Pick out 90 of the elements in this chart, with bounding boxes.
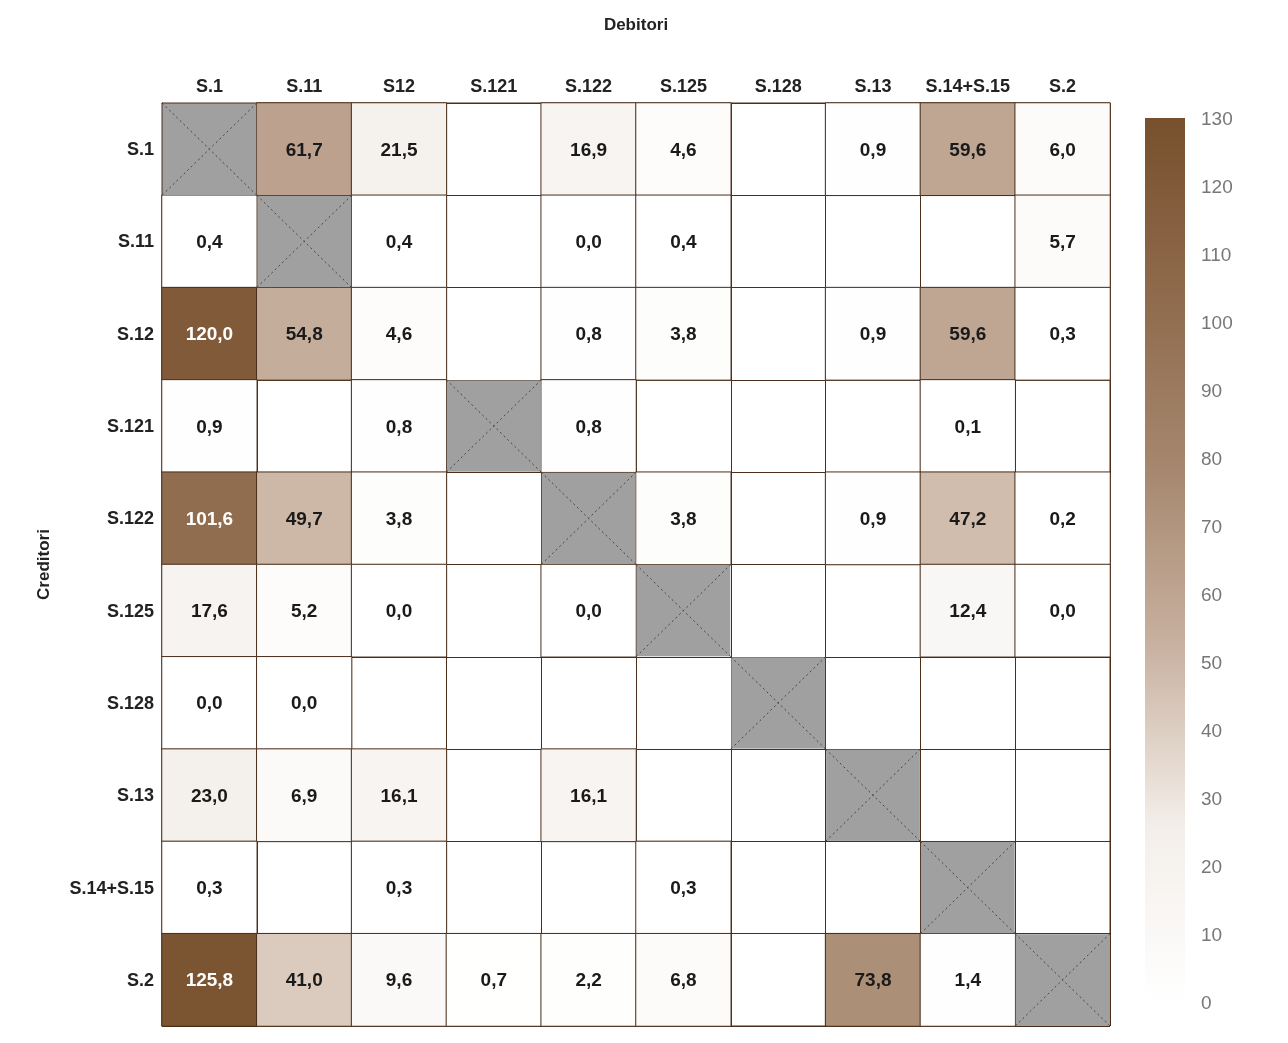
data-label: 41,0 [285, 969, 323, 991]
data-label: 0,0 [196, 692, 223, 714]
color-bar-label: 20 [1201, 855, 1223, 877]
x-tick-label: S12 [382, 76, 416, 96]
color-bar-label: 110 [1201, 243, 1232, 265]
y-tick-label: S.13 [116, 785, 154, 806]
data-label: 0,8 [385, 415, 413, 437]
data-label: 59,6 [949, 323, 987, 345]
color-bar-label: 70 [1201, 515, 1223, 537]
data-label: 59,6 [949, 138, 987, 160]
data-label: 5,2 [290, 600, 318, 622]
data-label: 17,6 [190, 600, 228, 622]
data-label: 21,5 [380, 138, 418, 160]
y-tick-label: S.11 [117, 231, 154, 252]
data-label: 16,9 [570, 138, 608, 160]
data-label: 6,0 [1049, 138, 1076, 160]
color-bar-label: 80 [1201, 447, 1223, 469]
color-bar-label: 90 [1201, 379, 1223, 401]
data-label: 47,2 [949, 507, 987, 529]
color-bar-label: 100 [1201, 311, 1233, 333]
data-label: 120,0 [185, 323, 234, 345]
x-tick-label: S.125 [659, 76, 707, 96]
data-label: 0,0 [290, 692, 318, 714]
y-tick-label: S.125 [106, 600, 154, 621]
color-bar-label: 50 [1201, 651, 1223, 673]
data-label: 0,0 [575, 600, 602, 622]
data-label: 0,4 [670, 230, 698, 252]
y-tick-label: S.121 [106, 416, 154, 437]
data-label: 0,9 [859, 138, 887, 160]
data-label: 0,4 [196, 230, 224, 252]
x-tick-label: S.122 [565, 76, 613, 96]
data-label: 61,7 [285, 138, 323, 160]
x-tick-label: S.13 [854, 76, 892, 96]
data-label: 2,2 [575, 969, 602, 991]
data-label: 0,1 [954, 415, 982, 437]
data-label: 0,4 [385, 230, 413, 252]
color-bar-label: 0 [1201, 991, 1212, 1013]
data-label: 0,9 [196, 415, 223, 437]
data-label: 5,7 [1049, 230, 1076, 252]
data-label: 0,9 [859, 323, 887, 345]
data-label: 0,8 [575, 415, 602, 437]
x-tick-label: S.2 [1049, 76, 1077, 96]
data-label: 23,0 [190, 784, 228, 806]
color-bar-label: 30 [1201, 787, 1223, 809]
y-tick-label: S.2 [126, 969, 154, 990]
color-bar-label: 60 [1201, 583, 1223, 605]
data-label: 9,6 [385, 969, 413, 991]
y-axis-title: Creditori [34, 529, 53, 600]
x-tick-label: S.14+S.15 [925, 76, 1011, 96]
data-label: 12,4 [949, 600, 987, 622]
y-tick-label: S.1 [126, 139, 154, 160]
y-tick-label: S.128 [106, 692, 154, 713]
data-label: 6,8 [670, 969, 697, 991]
data-label: 0,0 [385, 600, 413, 622]
data-label: 0,0 [575, 230, 602, 252]
color-bar-label: 40 [1201, 719, 1223, 741]
data-label: 16,1 [570, 784, 608, 806]
data-label: 0,3 [1049, 323, 1076, 345]
color-bar-label: 10 [1201, 923, 1223, 945]
data-label: 0,2 [1049, 507, 1076, 529]
y-tick-label: S.12 [116, 323, 154, 344]
color-bar-label: 130 [1201, 107, 1233, 129]
x-tick-label: S.121 [470, 76, 518, 96]
data-label: 54,8 [285, 323, 323, 345]
data-label: 0,8 [575, 323, 602, 345]
x-axis-title: Debitori [603, 15, 669, 34]
data-label: 4,6 [670, 138, 697, 160]
data-label: 16,1 [380, 784, 418, 806]
data-label: 4,6 [385, 323, 413, 345]
data-label: 101,6 [185, 507, 234, 529]
x-tick-label: S.128 [754, 76, 802, 96]
data-label: 0,7 [480, 969, 508, 991]
data-label: 1,4 [954, 969, 982, 991]
data-label: 73,8 [854, 969, 892, 991]
data-label: 3,8 [670, 507, 697, 529]
data-label: 125,8 [185, 969, 234, 991]
data-label: 3,8 [670, 323, 697, 345]
data-label: 0,3 [670, 877, 697, 899]
data-label: 0,0 [1049, 600, 1076, 622]
y-tick-label: S.14+S.15 [69, 877, 154, 898]
data-label: 0,3 [385, 877, 413, 899]
x-tick-label: S.1 [195, 76, 223, 96]
data-label: 49,7 [285, 507, 323, 529]
data-label: 0,3 [196, 877, 223, 899]
data-label: 0,9 [859, 507, 887, 529]
data-label: 3,8 [385, 507, 413, 529]
color-bar-label: 120 [1201, 175, 1233, 197]
x-tick-label: S.11 [286, 76, 323, 96]
data-label: 6,9 [290, 784, 318, 806]
y-tick-label: S.122 [106, 508, 154, 529]
